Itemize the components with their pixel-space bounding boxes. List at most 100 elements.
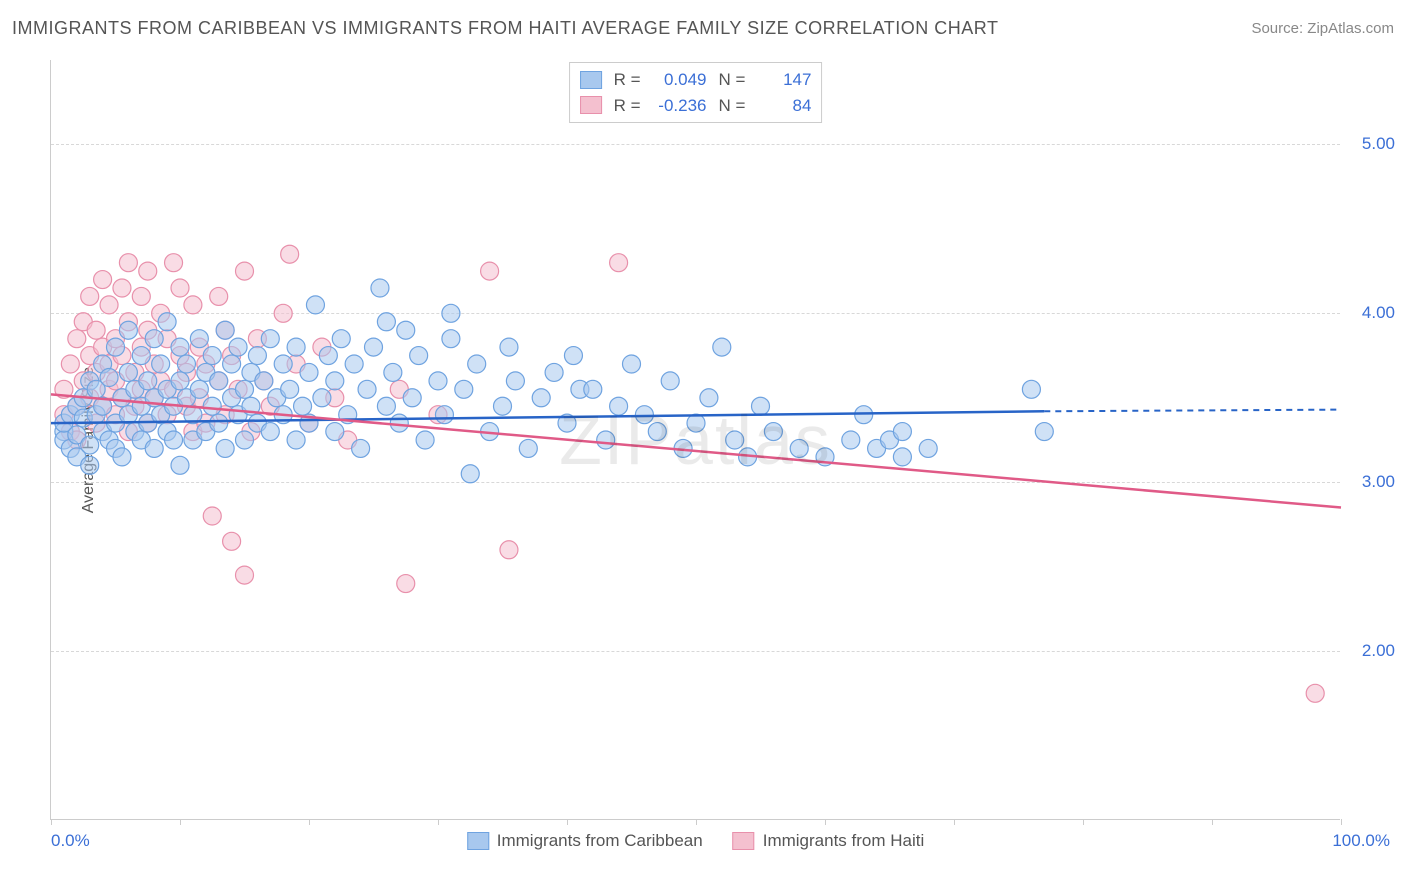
scatter-point (300, 363, 318, 381)
swatch-icon (733, 832, 755, 850)
scatter-point (119, 254, 137, 272)
scatter-point (94, 271, 112, 289)
scatter-point (171, 372, 189, 390)
scatter-point (255, 372, 273, 390)
scatter-point (68, 330, 86, 348)
scatter-point (210, 414, 228, 432)
scatter-point (319, 347, 337, 365)
scatter-point (648, 423, 666, 441)
r-value-0: 0.049 (649, 67, 707, 93)
trend-line-extrapolated (1044, 410, 1341, 412)
scatter-point (203, 507, 221, 525)
scatter-point (281, 380, 299, 398)
scatter-point (790, 439, 808, 457)
scatter-point (210, 372, 228, 390)
scatter-point (216, 439, 234, 457)
n-value-1: 84 (753, 93, 811, 119)
chart-source: Source: ZipAtlas.com (1251, 20, 1394, 37)
scatter-point (223, 532, 241, 550)
scatter-point (100, 296, 118, 314)
scatter-point (764, 423, 782, 441)
scatter-point (236, 380, 254, 398)
scatter-point (500, 541, 518, 559)
scatter-point (139, 372, 157, 390)
scatter-point (390, 414, 408, 432)
scatter-point (919, 439, 937, 457)
legend-label-0: Immigrants from Caribbean (497, 831, 703, 851)
scatter-point (494, 397, 512, 415)
scatter-point (236, 262, 254, 280)
scatter-point (403, 389, 421, 407)
scatter-point (893, 423, 911, 441)
scatter-point (584, 380, 602, 398)
scatter-point (203, 397, 221, 415)
scatter-point (842, 431, 860, 449)
scatter-point (468, 355, 486, 373)
scatter-point (306, 296, 324, 314)
scatter-point (752, 397, 770, 415)
scatter-point (261, 330, 279, 348)
scatter-point (726, 431, 744, 449)
scatter-point (165, 431, 183, 449)
scatter-point (313, 389, 331, 407)
scatter-point (481, 262, 499, 280)
scatter-point (384, 363, 402, 381)
scatter-point (455, 380, 473, 398)
scatter-point (113, 448, 131, 466)
scatter-point (377, 313, 395, 331)
legend-item-1: Immigrants from Haiti (733, 831, 925, 851)
scatter-point (216, 321, 234, 339)
scatter-point (190, 380, 208, 398)
header-row: IMMIGRANTS FROM CARIBBEAN VS IMMIGRANTS … (12, 18, 1394, 39)
scatter-point (236, 566, 254, 584)
scatter-point (377, 397, 395, 415)
scatter-point (87, 321, 105, 339)
y-tick-label: 4.00 (1345, 303, 1395, 323)
scatter-point (597, 431, 615, 449)
swatch-series-0 (580, 71, 602, 89)
scatter-point (210, 287, 228, 305)
scatter-point (294, 397, 312, 415)
scatter-point (139, 262, 157, 280)
scatter-point (532, 389, 550, 407)
y-tick-label: 3.00 (1345, 472, 1395, 492)
scatter-point (661, 372, 679, 390)
scatter-point (435, 406, 453, 424)
scatter-point (635, 406, 653, 424)
scatter-point (506, 372, 524, 390)
scatter-point (687, 414, 705, 432)
n-label: N = (719, 93, 746, 119)
scatter-point (81, 436, 99, 454)
legend-stats: R = 0.049 N = 147 R = -0.236 N = 84 (569, 62, 823, 123)
scatter-point (177, 355, 195, 373)
scatter-point (152, 355, 170, 373)
scatter-point (158, 313, 176, 331)
scatter-point (700, 389, 718, 407)
scatter-point (248, 347, 266, 365)
scatter-point (429, 372, 447, 390)
scatter-point (100, 369, 118, 387)
scatter-point (358, 380, 376, 398)
scatter-point (1022, 380, 1040, 398)
scatter-point (326, 372, 344, 390)
scatter-point (1306, 684, 1324, 702)
legend-label-1: Immigrants from Haiti (763, 831, 925, 851)
scatter-point (1035, 423, 1053, 441)
legend-row-1: R = -0.236 N = 84 (580, 93, 812, 119)
swatch-series-1 (580, 96, 602, 114)
scatter-point (623, 355, 641, 373)
scatter-point (345, 355, 363, 373)
scatter-point (171, 279, 189, 297)
scatter-point (236, 431, 254, 449)
scatter-point (81, 456, 99, 474)
scatter-point (132, 347, 150, 365)
legend-row-0: R = 0.049 N = 147 (580, 67, 812, 93)
scatter-point (287, 338, 305, 356)
scatter-point (332, 330, 350, 348)
chart-title: IMMIGRANTS FROM CARIBBEAN VS IMMIGRANTS … (12, 18, 998, 39)
scatter-point (461, 465, 479, 483)
plot-area: Average Family Size 2.003.004.005.00 ZIP… (50, 60, 1340, 820)
x-label-min: 0.0% (51, 831, 90, 851)
x-label-max: 100.0% (1332, 831, 1390, 851)
n-value-0: 147 (753, 67, 811, 93)
